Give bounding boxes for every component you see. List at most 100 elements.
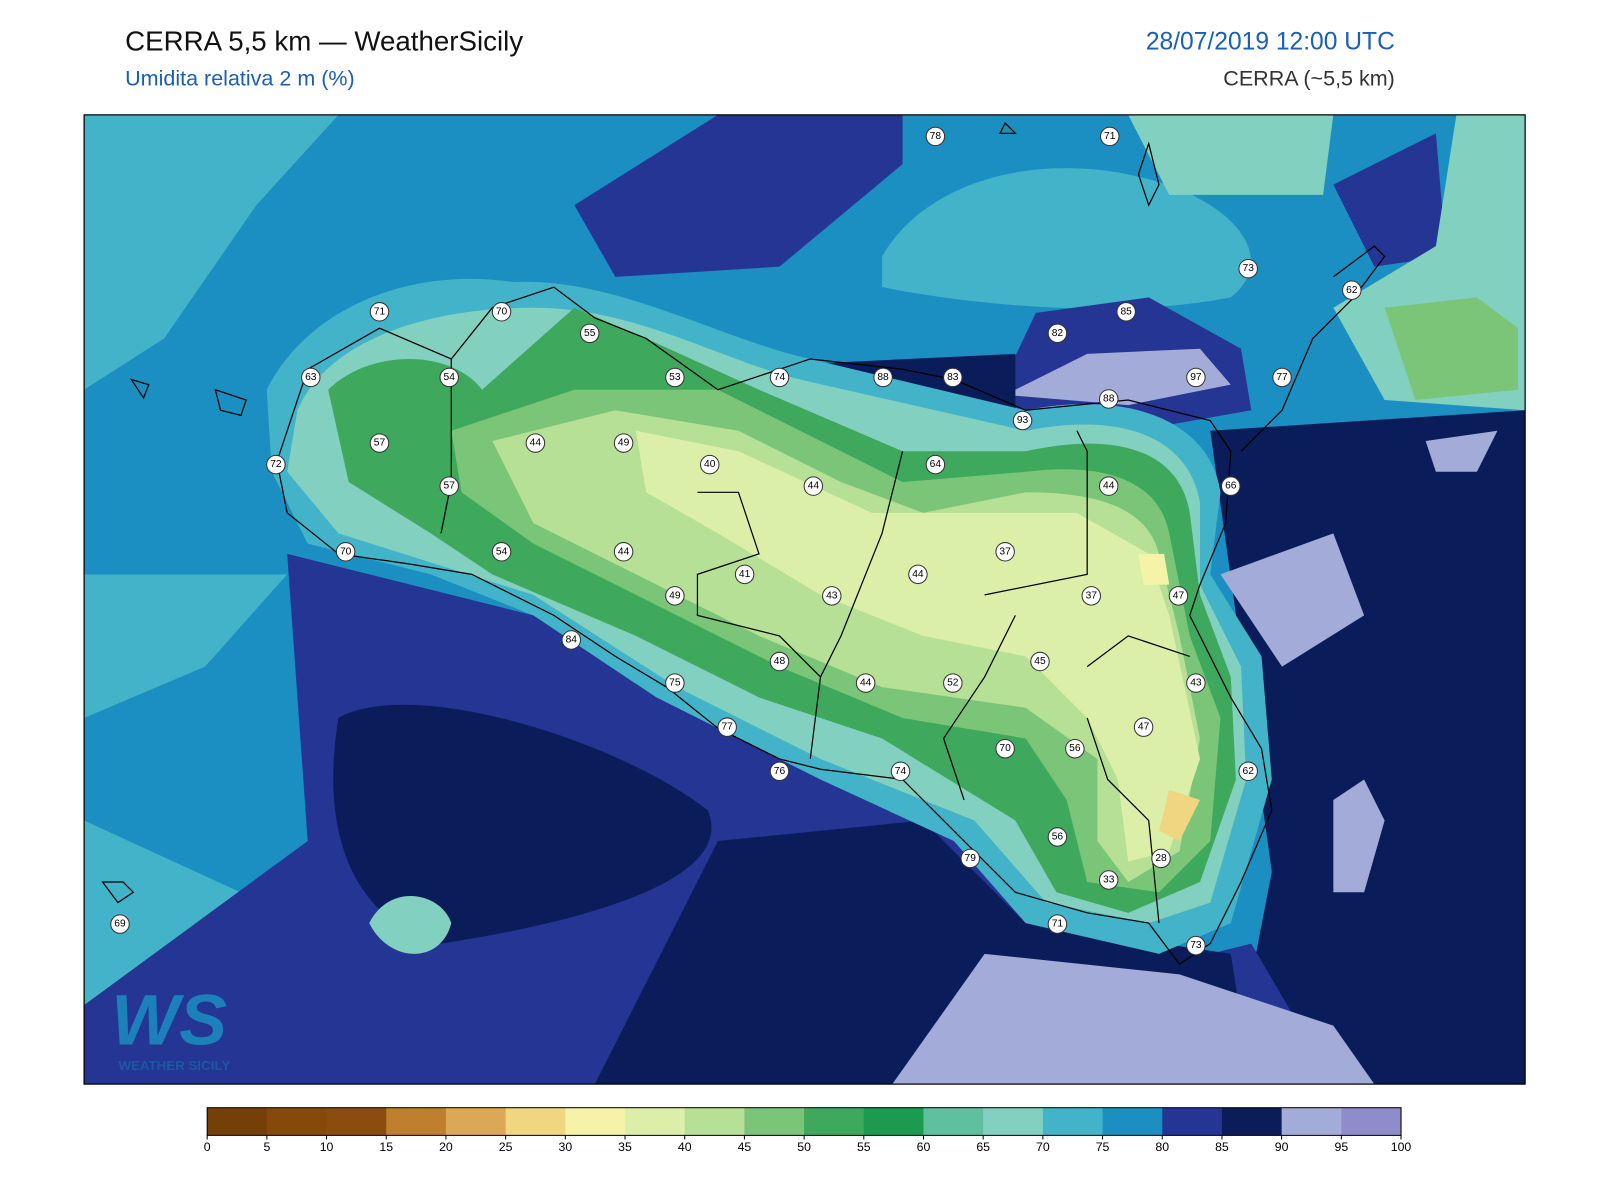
station-value: 43 <box>1190 678 1202 689</box>
colorbar-bin <box>1102 1107 1163 1136</box>
station-marker <box>491 542 512 562</box>
station-value: 73 <box>1190 940 1202 951</box>
station-marker <box>1238 258 1258 279</box>
station-marker <box>1030 651 1050 672</box>
station-marker <box>908 564 928 585</box>
colorbar-tick-label: 45 <box>738 1140 752 1154</box>
station-value: 70 <box>999 743 1011 754</box>
station-marker <box>1221 476 1241 496</box>
station-marker <box>439 476 459 496</box>
station-value: 82 <box>1052 328 1064 339</box>
station-value: 71 <box>1052 919 1064 930</box>
station-marker <box>335 542 356 562</box>
station-value: 53 <box>669 372 681 383</box>
station-value: 85 <box>1120 306 1132 317</box>
colorbar-tick-label: 5 <box>263 1140 270 1154</box>
colorbar-tick-label: 90 <box>1275 1140 1289 1154</box>
station-marker <box>1099 126 1120 147</box>
station-marker <box>873 367 893 388</box>
station-marker <box>665 586 685 606</box>
colorbar-tick-label: 25 <box>499 1140 513 1154</box>
colorbar-tick-label: 95 <box>1334 1140 1348 1154</box>
station-marker <box>665 367 685 388</box>
station-marker <box>855 673 876 693</box>
station-value: 41 <box>739 569 751 580</box>
station-marker <box>1186 673 1206 693</box>
colorbar-bin <box>386 1107 447 1136</box>
colorbar-bin <box>625 1107 686 1136</box>
station-value: 66 <box>1225 481 1237 492</box>
colorbar-bin <box>266 1107 328 1136</box>
colorbar: 0 5 10 15 20 25 30 35 40 45 50 55 60 65 70 75 80 85 90 95 10… <box>204 1107 1411 1154</box>
station-marker <box>1168 586 1189 606</box>
colorbar-tick-label: 75 <box>1096 1140 1110 1154</box>
station-value: 72 <box>270 459 282 470</box>
station-marker <box>1098 389 1119 409</box>
colorbar-bin <box>923 1107 984 1136</box>
station-value: 77 <box>1276 372 1288 383</box>
colorbar-tick-label: 50 <box>797 1140 811 1154</box>
station-value: 83 <box>947 372 959 383</box>
station-marker <box>734 564 755 585</box>
station-value: 88 <box>1103 393 1115 404</box>
station-value: 40 <box>704 459 716 470</box>
title: CERRA 5,5 km — WeatherSicily <box>125 25 523 56</box>
colorbar-bin <box>565 1107 626 1136</box>
colorbar-tick-label: 0 <box>204 1140 211 1154</box>
station-marker <box>769 761 790 782</box>
station-value: 44 <box>530 438 542 449</box>
station-value: 44 <box>1103 481 1115 492</box>
station-marker <box>1065 738 1085 759</box>
station-value: 70 <box>496 306 508 317</box>
colorbar-tick-label: 55 <box>857 1140 871 1154</box>
station-value: 93 <box>1017 415 1029 426</box>
station-value: 71 <box>374 306 386 317</box>
station-value: 44 <box>860 678 872 689</box>
station-marker <box>491 302 512 322</box>
station-marker <box>1047 827 1068 847</box>
station-marker <box>890 761 911 782</box>
station-value: 54 <box>444 372 456 383</box>
colorbar-bin <box>983 1107 1044 1136</box>
station-value: 45 <box>1034 656 1046 667</box>
station-marker <box>1081 586 1102 606</box>
colorbar-bin <box>744 1107 805 1136</box>
station-value: 56 <box>1052 831 1064 842</box>
station-marker <box>769 367 790 388</box>
source: CERRA (~5,5 km) <box>1223 67 1395 91</box>
station-marker <box>525 433 546 453</box>
station-value: 70 <box>340 546 352 557</box>
colorbar-bin <box>684 1107 745 1136</box>
station-marker <box>301 367 321 388</box>
colorbar-tick-label: 60 <box>917 1140 931 1154</box>
station-value: 79 <box>965 853 977 864</box>
station-marker <box>561 630 582 650</box>
station-value: 47 <box>1173 590 1185 601</box>
colorbar-bin <box>207 1107 268 1136</box>
station-marker <box>439 367 459 388</box>
station-marker <box>1342 280 1362 300</box>
station-value: 44 <box>808 481 820 492</box>
station-value: 33 <box>1103 875 1115 886</box>
colorbar-tick-label: 70 <box>1036 1140 1050 1154</box>
colorbar-bin <box>1281 1107 1342 1136</box>
station-value: 71 <box>1104 131 1116 142</box>
station-value: 44 <box>618 546 630 557</box>
station-value: 69 <box>114 919 126 930</box>
colorbar-tick-label: 85 <box>1215 1140 1229 1154</box>
station-value: 74 <box>774 372 786 383</box>
station-marker <box>1047 323 1068 344</box>
station-marker <box>665 673 685 693</box>
colorbar-bin <box>1162 1107 1223 1136</box>
station-marker <box>717 717 737 737</box>
station-value: 84 <box>566 635 578 646</box>
station-marker <box>613 542 634 562</box>
station-value: 37 <box>1086 590 1098 601</box>
colorbar-bin <box>1341 1107 1402 1136</box>
station-marker <box>1047 914 1068 934</box>
colorbar-bin <box>445 1107 507 1136</box>
station-value: 47 <box>1138 722 1150 733</box>
station-marker <box>1151 848 1171 869</box>
station-marker <box>580 323 600 344</box>
